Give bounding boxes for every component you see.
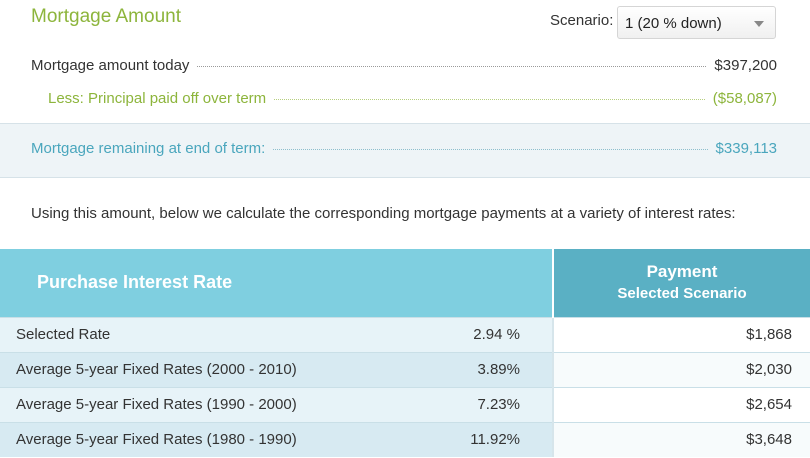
mortgage-today-line: Mortgage amount today $397,200 bbox=[31, 57, 777, 74]
table-row: Average 5-year Fixed Rates (2000 - 2010)… bbox=[0, 351, 810, 387]
row-payment: $2,654 bbox=[552, 386, 810, 422]
mortgage-remaining-value: $339,113 bbox=[715, 140, 777, 157]
row-rate: 7.23% bbox=[420, 386, 553, 422]
mortgage-remaining-label: Mortgage remaining at end of term: bbox=[31, 140, 266, 157]
table-row: Average 5-year Fixed Rates (1990 - 2000)… bbox=[0, 386, 810, 422]
row-payment: $1,868 bbox=[552, 316, 810, 352]
mortgage-amount-title: Mortgage Amount bbox=[31, 6, 181, 27]
explanation-text: Using this amount, below we calculate th… bbox=[31, 205, 736, 222]
row-rate: 2.94 % bbox=[420, 316, 553, 352]
row-label: Average 5-year Fixed Rates (1990 - 2000) bbox=[0, 386, 420, 422]
table-row: Average 5-year Fixed Rates (1980 - 1990)… bbox=[0, 421, 810, 457]
scenario-label: Scenario: bbox=[550, 12, 614, 29]
principal-paid-value: ($58,087) bbox=[712, 90, 777, 107]
rates-table: Purchase Interest Rate Payment Selected … bbox=[0, 249, 810, 457]
header-interest-rate: Purchase Interest Rate bbox=[0, 249, 553, 317]
dotted-leader bbox=[274, 99, 705, 100]
mortgage-today-value: $397,200 bbox=[714, 57, 777, 74]
mortgage-today-label: Mortgage amount today bbox=[31, 57, 190, 74]
header-payment-subtitle: Selected Scenario bbox=[617, 285, 747, 303]
mortgage-remaining-line: Mortgage remaining at end of term: $339,… bbox=[31, 140, 777, 157]
scenario-select-value: 1 (20 % down) bbox=[625, 15, 722, 32]
rates-table-header: Purchase Interest Rate Payment Selected … bbox=[0, 249, 810, 317]
dotted-leader bbox=[273, 149, 708, 150]
scenario-select[interactable]: 1 (20 % down) bbox=[617, 6, 776, 39]
dotted-leader bbox=[197, 66, 707, 67]
row-label: Average 5-year Fixed Rates (2000 - 2010) bbox=[0, 351, 420, 387]
principal-paid-line: Less: Principal paid off over term ($58,… bbox=[48, 90, 777, 107]
principal-paid-label: Less: Principal paid off over term bbox=[48, 90, 267, 107]
row-payment: $2,030 bbox=[552, 351, 810, 387]
row-label: Average 5-year Fixed Rates (1980 - 1990) bbox=[0, 421, 420, 457]
row-rate: 11.92% bbox=[420, 421, 553, 457]
header-payment-title: Payment bbox=[646, 262, 718, 282]
header-payment: Payment Selected Scenario bbox=[552, 249, 810, 317]
row-payment: $3,648 bbox=[552, 421, 810, 457]
row-label: Selected Rate bbox=[0, 316, 420, 352]
table-row: Selected Rate 2.94 % $1,868 bbox=[0, 316, 810, 352]
remaining-band bbox=[0, 123, 810, 178]
chevron-down-icon bbox=[754, 21, 764, 27]
row-rate: 3.89% bbox=[420, 351, 553, 387]
